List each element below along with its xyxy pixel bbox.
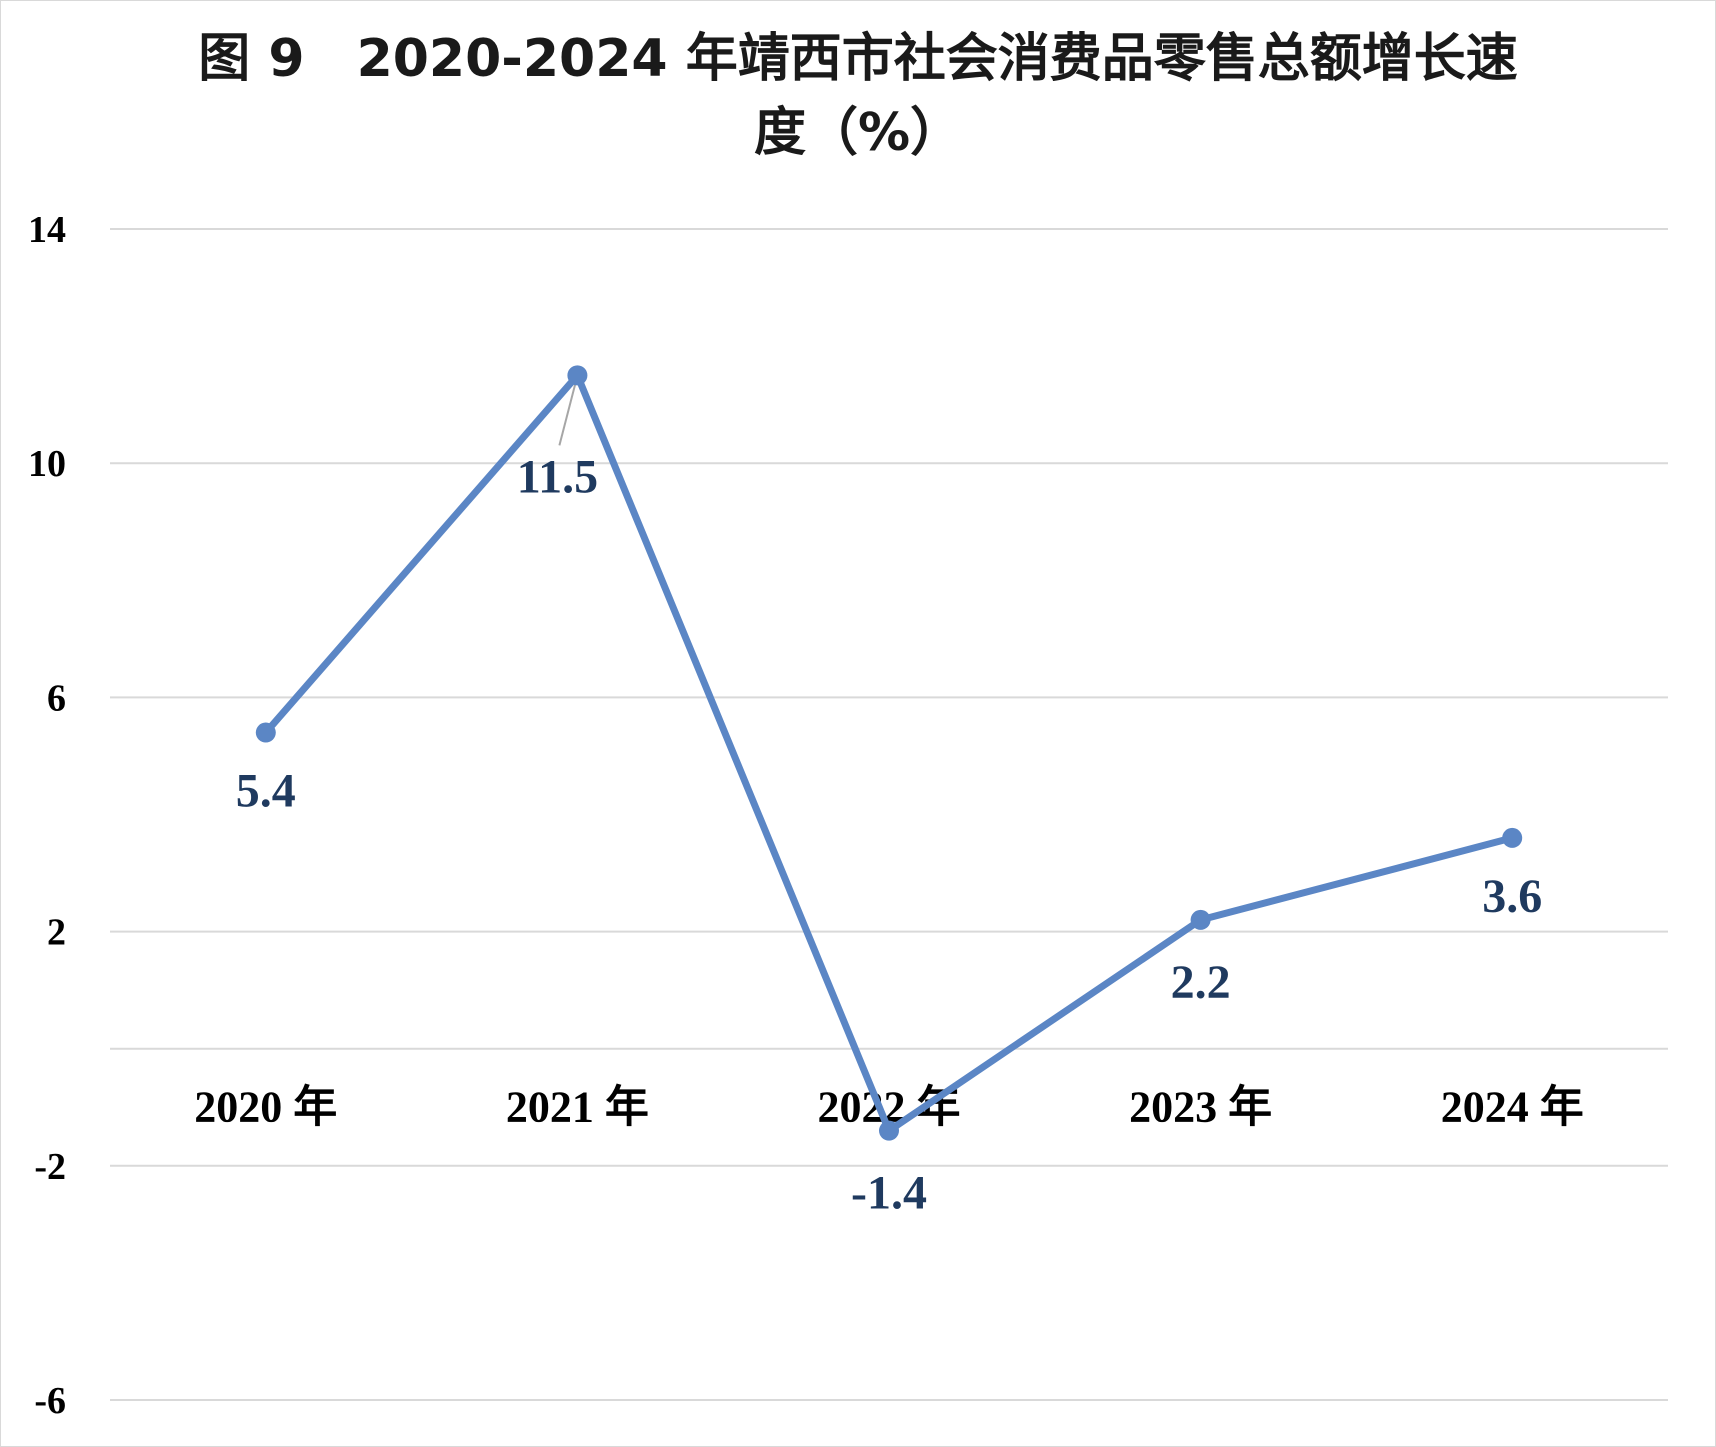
x-tick-label: 2021 年	[506, 1083, 649, 1132]
y-tick-label: 10	[28, 443, 66, 485]
y-tick-label: 14	[28, 209, 66, 251]
data-label: 11.5	[517, 450, 598, 503]
chart-title-line-2: 度（%）	[753, 103, 963, 163]
data-label: 2.2	[1171, 956, 1231, 1009]
data-point	[879, 1120, 899, 1141]
data-label: -1.4	[851, 1167, 927, 1220]
x-tick-label: 2024 年	[1441, 1083, 1584, 1132]
data-label: 3.6	[1482, 870, 1542, 923]
x-tick-label: 2020 年	[194, 1083, 337, 1132]
series-line	[262, 371, 1516, 1135]
y-tick-label: -2	[34, 1146, 66, 1188]
data-point	[255, 722, 276, 743]
y-tick-label: 2	[47, 912, 66, 954]
y-tick-label: 6	[47, 677, 66, 719]
chart-title-line-1: 图 9 2020-2024 年靖西市社会消费品零售总额增长速	[198, 29, 1518, 89]
data-label: 5.4	[236, 765, 296, 818]
data-point	[1502, 827, 1523, 848]
data-label-leader-line	[558, 383, 577, 446]
y-tick-label: -6	[34, 1380, 66, 1422]
data-point	[567, 365, 588, 386]
chart-title: 图 9 2020-2024 年靖西市社会消费品零售总额增长速 度（%）	[0, 22, 1716, 170]
x-tick-label: 2023 年	[1129, 1083, 1272, 1132]
data-point	[1190, 909, 1211, 930]
